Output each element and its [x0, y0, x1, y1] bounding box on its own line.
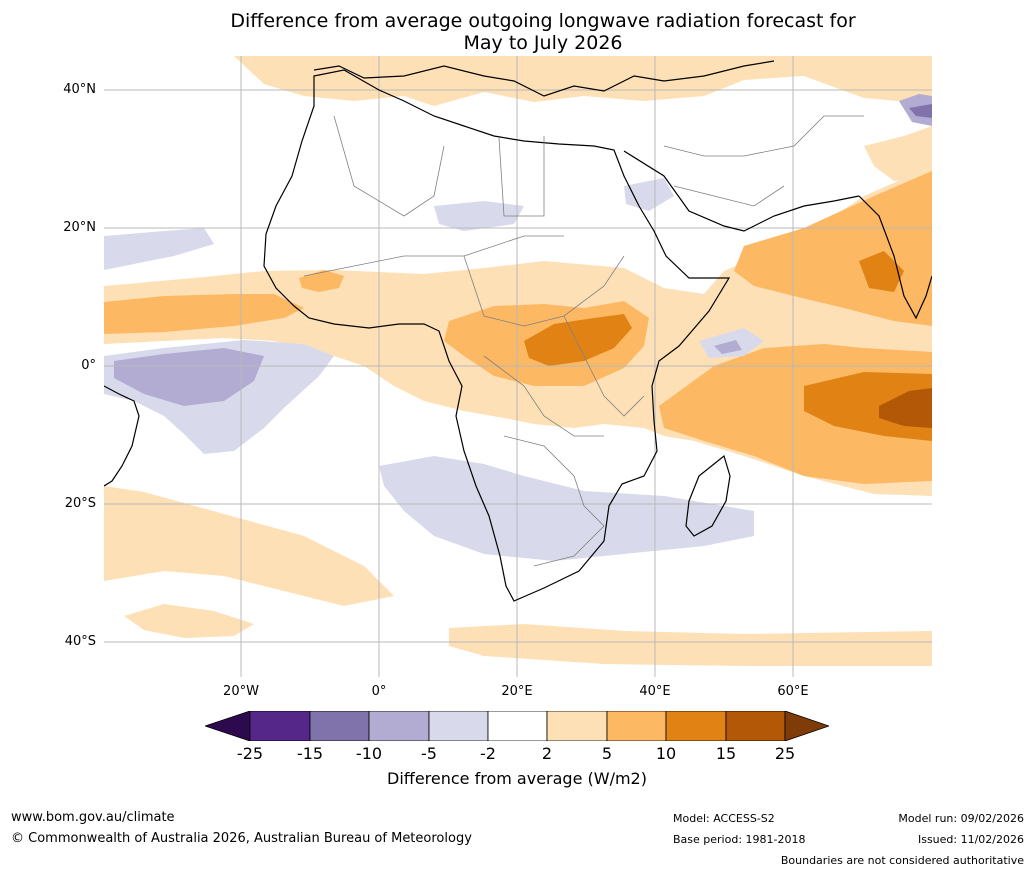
anomaly-sahara-negative [434, 201, 524, 231]
anomaly-s-atlantic-band [104, 486, 394, 606]
anomaly-atlantic-negative-core [114, 348, 264, 406]
country-borders [303, 115, 864, 567]
coastlines [104, 60, 932, 602]
colorbar-tick: 10 [655, 744, 677, 763]
colorbar-bin-neg25-neg15 [249, 711, 311, 741]
border-libya-egypt [498, 136, 545, 217]
colorbar-bin-5-10 [606, 711, 667, 741]
lat-label-40n: 40°N [63, 82, 96, 97]
india-coastline [858, 195, 932, 320]
border-east-africa [563, 315, 645, 417]
colorbar-bin-neg5-neg2 [428, 711, 489, 741]
colorbar-bin-neg10-neg5 [368, 711, 430, 741]
footer-model-run: Model run: 09/02/2026 [898, 812, 1024, 825]
anomaly-southern-africa-negative [379, 456, 754, 561]
anomaly-indian-ocean-max [879, 388, 932, 428]
colorbar-bin-15-25 [725, 711, 786, 741]
border-southern-africa [503, 435, 605, 567]
lat-label-20s: 20°S [64, 496, 96, 511]
colorbar-tick: -25 [236, 744, 264, 763]
border-congo [483, 355, 604, 437]
map-panel [104, 56, 932, 677]
anomaly-mediterranean [234, 56, 932, 106]
footer-disclaimer: Boundaries are not considered authoritat… [780, 854, 1024, 867]
colorbar-tick: -10 [355, 744, 383, 763]
anomaly-s-atlantic-blob [124, 604, 254, 638]
anomaly-congo-core [524, 314, 632, 366]
title-line-2: May to July 2026 [463, 32, 623, 54]
negative-anomaly-layer [104, 94, 932, 561]
arabia-coastline [623, 150, 860, 232]
colorbar-tick: -2 [480, 744, 496, 763]
lat-label-40s: 40°S [64, 634, 96, 649]
colorbar-tick: 25 [774, 744, 796, 763]
border-middle-east [663, 115, 864, 157]
footer-issued: Issued: 11/02/2026 [917, 833, 1024, 846]
anomaly-red-sea-negative [624, 178, 674, 211]
footer-model: Model: ACCESS-S2 [673, 812, 775, 825]
anomaly-arabia [864, 126, 932, 181]
footer-copyright: © Commonwealth of Australia 2026, Austra… [11, 831, 472, 846]
border-sahel [303, 235, 564, 277]
lon-label-0: 0° [371, 684, 387, 699]
positive-anomaly-layer [104, 56, 932, 666]
colorbar-tick: 5 [601, 744, 613, 763]
colorbar-label: Difference from average (W/m2) [387, 769, 647, 788]
lon-label-20w: 20°W [223, 684, 259, 699]
colorbar-tick: -5 [421, 744, 437, 763]
colorbar-bin-neg15-neg10 [309, 711, 370, 741]
colorbar-extend-low [205, 711, 251, 741]
anomaly-indian-negative-core [714, 340, 742, 354]
olr-anomaly-map [104, 56, 932, 677]
lat-label-equator: 0° [81, 358, 96, 373]
colorbar-bin-10-15 [665, 711, 727, 741]
colorbar-tick: 15 [715, 744, 737, 763]
lon-label-60e: 60°E [777, 684, 809, 699]
colorbar-tick: -15 [296, 744, 324, 763]
colorbar-bin-2-5 [546, 711, 608, 741]
anomaly-asia-negative-core [909, 104, 932, 118]
gridlines [104, 56, 932, 677]
title-line-1: Difference from average outgoing longwav… [230, 10, 856, 32]
south-america-coastline [104, 385, 140, 487]
lat-label-20n: 20°N [63, 220, 96, 235]
colorbar-extend-high [784, 711, 829, 741]
europe-coastline [313, 60, 775, 97]
anomaly-west-africa [299, 270, 344, 292]
lon-label-20e: 20°E [501, 684, 533, 699]
border-arabia [673, 185, 785, 207]
anomaly-atlantic-itcz [104, 294, 304, 334]
anomaly-india-core [859, 251, 904, 292]
chart-title: Difference from average outgoing longwav… [104, 10, 982, 54]
footer-base-period: Base period: 1981-2018 [673, 833, 806, 846]
colorbar-tick: 2 [541, 744, 553, 763]
anomaly-tropical-atlantic-north [104, 228, 214, 270]
colorbar [205, 711, 829, 741]
border-central [463, 255, 625, 327]
madagascar-coastline [685, 454, 731, 537]
lon-label-40e: 40°E [639, 684, 671, 699]
colorbar-bin-neg2-2 [487, 711, 548, 741]
africa-coastline [263, 69, 731, 602]
anomaly-southern-ocean [449, 624, 932, 666]
footer-website: www.bom.gov.au/climate [11, 810, 175, 825]
border-maghreb [333, 115, 445, 217]
